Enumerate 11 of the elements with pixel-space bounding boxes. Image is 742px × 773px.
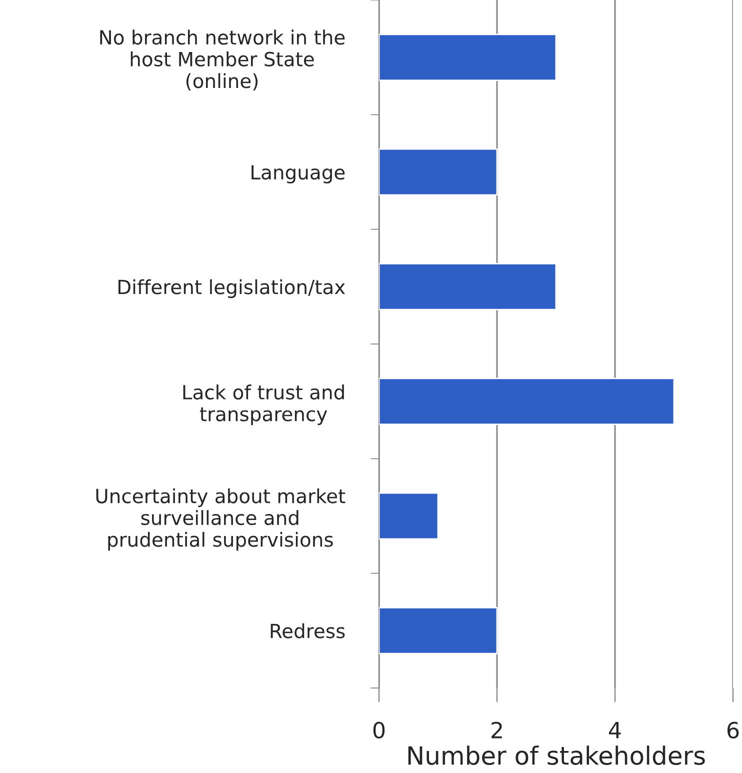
y-tick-label: Uncertainty about market surveillance and prudential supervisions [96, 488, 346, 551]
x-axis-title: Number of stakeholders [408, 746, 705, 765]
x-tick-label: 6 [727, 722, 739, 739]
y-tick-label: No branch network in the host Member State (online) [100, 30, 345, 91]
x-tick-label: 2 [492, 722, 502, 738]
x-tick-label: 4 [609, 722, 621, 738]
y-tick-label: Lack of trust and transparency [183, 384, 344, 426]
x-tick-label: 0 [373, 722, 385, 739]
y-tick-label: Redress [270, 623, 345, 638]
y-tick-label: Language [252, 165, 345, 184]
y-tick-label: Different legislation/tax [118, 279, 346, 298]
